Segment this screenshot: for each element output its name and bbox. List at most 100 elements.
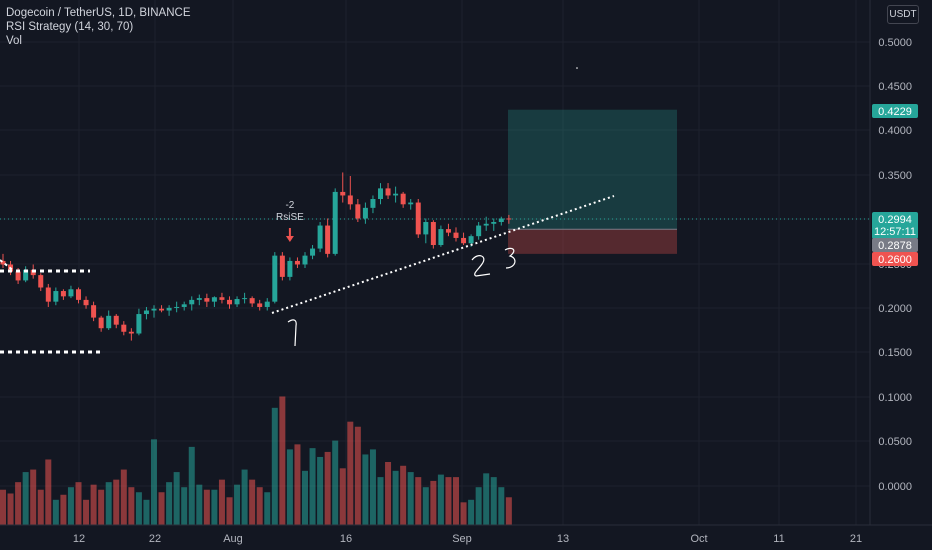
volume-bar	[415, 477, 422, 525]
volume-bar	[128, 487, 135, 525]
volume-bars	[0, 396, 512, 525]
volume-bar	[324, 451, 331, 525]
candle	[53, 291, 59, 302]
price-tick-label: 0.5000	[878, 37, 912, 49]
candle	[445, 229, 451, 233]
volume-bar	[460, 502, 467, 525]
volume-label[interactable]: Vol	[6, 35, 22, 47]
volume-bar	[505, 497, 512, 525]
volume-bar	[483, 473, 490, 525]
time-tick-label: 16	[340, 533, 352, 545]
volume-bar	[317, 456, 324, 525]
volume-bar	[37, 489, 44, 525]
stop-price-tag: 0.2600	[878, 254, 912, 266]
candle	[23, 269, 29, 281]
target-price-tag-bg	[872, 104, 918, 118]
time-tick-label: 13	[557, 533, 569, 545]
trend-line	[271, 195, 615, 314]
time-tick-label: Aug	[223, 533, 243, 545]
candle	[257, 303, 263, 307]
time-tick-label: 22	[149, 533, 161, 545]
volume-bar	[392, 470, 399, 525]
volume-bar	[60, 494, 67, 525]
volume-bar	[385, 462, 392, 525]
time-tick-label: Sep	[452, 533, 472, 545]
candle	[76, 289, 81, 300]
handwritten-three	[504, 247, 516, 269]
volume-bar	[98, 489, 105, 525]
candle	[408, 202, 414, 205]
candle	[264, 301, 270, 307]
volume-bar	[211, 489, 218, 525]
candle	[136, 314, 142, 334]
signal-count: -2	[285, 200, 294, 211]
target-price-tag: 0.4229	[878, 106, 912, 118]
volume-bar	[430, 480, 437, 525]
volume-bar	[362, 454, 369, 525]
volume-bar	[422, 487, 429, 525]
time-axis[interactable]: 12 22 Aug 16 Sep 13 Oct 11 21	[0, 524, 932, 550]
volume-bar	[7, 493, 14, 525]
volume-bar	[468, 499, 475, 525]
candle	[196, 298, 202, 300]
entry-price-tag-bg	[872, 238, 918, 252]
price-tick-label: 0.0500	[878, 436, 912, 448]
candle	[393, 193, 399, 196]
volume-bar	[264, 492, 271, 525]
candle	[294, 260, 300, 265]
volume-bar	[30, 469, 37, 525]
time-axis-bg	[0, 525, 932, 550]
candle	[370, 198, 376, 208]
candle	[151, 308, 157, 311]
candle	[166, 307, 172, 311]
handwritten-two	[471, 255, 491, 277]
volume-bar	[241, 469, 248, 525]
time-tick-label: 12	[73, 533, 85, 545]
volume-bar	[279, 396, 286, 525]
long-position-tool[interactable]	[0, 109, 870, 254]
candle	[423, 222, 429, 235]
support-line-stub	[0, 259, 15, 272]
volume-bar	[369, 449, 376, 525]
candle	[347, 195, 353, 205]
candle	[468, 236, 474, 244]
volume-bar	[83, 499, 90, 525]
candle	[45, 287, 51, 302]
volume-bar	[113, 479, 120, 525]
target-zone	[508, 109, 677, 230]
time-tick-label: Oct	[690, 533, 707, 545]
candle	[38, 275, 44, 288]
volume-bar	[445, 477, 452, 525]
candle	[242, 298, 248, 300]
volume-bar	[105, 482, 112, 525]
candle	[181, 304, 187, 307]
candle	[378, 188, 383, 199]
last-price-tag: 0.2994	[878, 214, 912, 226]
price-tick-label: 0.4000	[878, 125, 912, 137]
candle	[355, 204, 361, 219]
volume-bar	[15, 482, 22, 525]
volume-bar	[120, 469, 127, 525]
candle	[15, 271, 21, 281]
stray-dot	[576, 67, 578, 69]
volume-bar	[143, 499, 150, 525]
currency-button[interactable]: USDT	[887, 5, 919, 24]
candle	[272, 255, 278, 302]
indicator-label[interactable]: RSI Strategy (14, 30, 70)	[6, 21, 134, 33]
candle	[106, 315, 112, 329]
volume-bar	[0, 489, 6, 525]
symbol-title[interactable]: Dogecoin / TetherUS, 1D, BINANCE	[6, 7, 191, 19]
signal-name: RsiSE	[276, 212, 304, 223]
volume-bar	[226, 497, 233, 525]
handwritten-one	[287, 319, 297, 347]
candle	[461, 237, 467, 244]
volume-bar	[271, 407, 278, 525]
volume-bar	[196, 484, 203, 525]
last-price-tag-bg	[872, 212, 918, 239]
candle	[249, 298, 255, 304]
stop-price-tag-bg	[872, 252, 918, 266]
candle	[83, 299, 89, 306]
